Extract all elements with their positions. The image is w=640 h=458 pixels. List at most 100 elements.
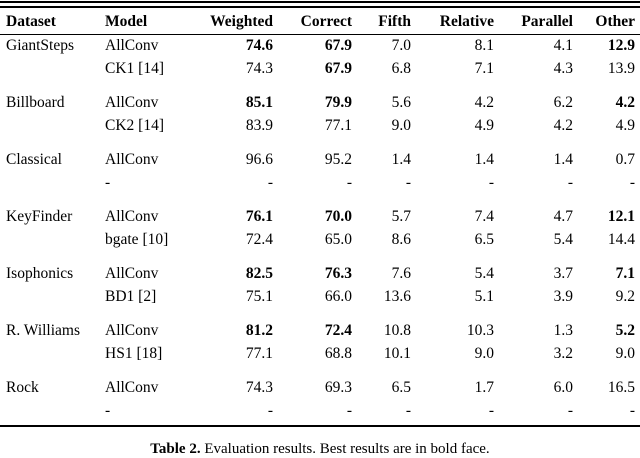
- cell-model: -: [105, 402, 111, 420]
- cell-model: AllConv: [105, 379, 159, 397]
- table-header: Dataset Model Weighted Correct Fifth Rel…: [0, 7, 640, 35]
- cell-dataset: [0, 115, 105, 138]
- cell-value: 5.7: [391, 208, 411, 226]
- cell-value: -: [346, 402, 352, 420]
- cell-value: 5.4: [474, 265, 494, 283]
- cell-value: 1.3: [553, 322, 573, 340]
- table-body: GiantSteps AllConv 74.6 67.9 7.0 8.1 4.1 12.9 CK…: [0, 34, 640, 423]
- table-row: HS1 [18] 77.1 68.8 10.1 9.0 3.2 9.0: [0, 343, 640, 366]
- cell-value: -: [267, 174, 273, 192]
- cell-value: -: [567, 174, 573, 192]
- cell-value: 4.9: [474, 117, 494, 135]
- cell-dataset: [0, 172, 105, 195]
- cell-value: 3.2: [553, 345, 573, 363]
- cell-dataset: [0, 343, 105, 366]
- cell-value: 4.7: [553, 208, 573, 226]
- cell-model: AllConv: [105, 208, 159, 226]
- cell-value: 3.7: [553, 265, 573, 283]
- cell-value: 4.1: [553, 37, 573, 55]
- cell-value: 67.9: [324, 60, 352, 78]
- cell-value: 75.1: [245, 288, 273, 306]
- cell-value: 10.1: [383, 345, 411, 363]
- cell-value: 1.4: [553, 151, 573, 169]
- cell-value: 85.1: [245, 94, 273, 112]
- cell-value: 69.3: [324, 379, 352, 397]
- cell-value: 7.4: [474, 208, 494, 226]
- cell-value: 10.8: [383, 322, 411, 340]
- cell-value: 3.9: [553, 288, 573, 306]
- cell-value: 72.4: [245, 231, 273, 249]
- cell-value: 76.1: [245, 208, 273, 226]
- cell-value: 6.8: [391, 60, 411, 78]
- cell-model: CK1 [14]: [105, 60, 164, 78]
- cell-value: 7.6: [391, 265, 411, 283]
- cell-model: AllConv: [105, 37, 159, 55]
- column-header-other: Other: [573, 7, 640, 35]
- cell-value: 12.1: [607, 208, 635, 226]
- table-caption-text: Evaluation results. Best results are in …: [204, 441, 490, 457]
- cell-value: 74.3: [245, 60, 273, 78]
- cell-dataset: R. Williams: [6, 322, 81, 340]
- table-bottom-rule: [0, 424, 640, 427]
- cell-value: 5.4: [553, 231, 573, 249]
- cell-dataset: [0, 229, 105, 252]
- cell-value: 66.0: [324, 288, 352, 306]
- cell-dataset: Rock: [6, 379, 39, 397]
- evaluation-results-table: Dataset Model Weighted Correct Fifth Rel…: [0, 7, 640, 423]
- cell-dataset: Classical: [6, 151, 62, 169]
- cell-value: 77.1: [324, 117, 352, 135]
- table-row: CK2 [14] 83.9 77.1 9.0 4.9 4.2 4.9: [0, 115, 640, 138]
- cell-value: 4.2: [474, 94, 494, 112]
- table-row: Billboard AllConv 85.1 79.9 5.6 4.2 6.2 4.2: [0, 81, 640, 115]
- cell-dataset: Isophonics: [6, 265, 74, 283]
- cell-dataset: Billboard: [6, 94, 65, 112]
- cell-value: 4.3: [553, 60, 573, 78]
- cell-value: -: [488, 402, 494, 420]
- column-header-dataset: Dataset: [0, 7, 105, 35]
- cell-value: -: [267, 402, 273, 420]
- table-row: BD1 [2] 75.1 66.0 13.6 5.1 3.9 9.2: [0, 286, 640, 309]
- cell-value: 76.3: [324, 265, 352, 283]
- cell-value: 82.5: [245, 265, 273, 283]
- cell-value: 68.8: [324, 345, 352, 363]
- cell-value: 13.9: [607, 60, 635, 78]
- table-caption-label: Table 2.: [150, 441, 201, 457]
- cell-value: 9.0: [391, 117, 411, 135]
- cell-model: HS1 [18]: [105, 345, 163, 363]
- cell-model: AllConv: [105, 322, 159, 340]
- cell-value: 9.0: [474, 345, 494, 363]
- cell-value: 13.6: [383, 288, 411, 306]
- cell-value: -: [567, 402, 573, 420]
- cell-dataset: [0, 286, 105, 309]
- cell-value: 7.1: [615, 265, 635, 283]
- cell-value: -: [346, 174, 352, 192]
- cell-value: 14.4: [607, 231, 635, 249]
- cell-value: -: [629, 174, 635, 192]
- table-row: GiantSteps AllConv 74.6 67.9 7.0 8.1 4.1 12.9: [0, 34, 640, 58]
- cell-value: 95.2: [324, 151, 352, 169]
- cell-value: 5.6: [391, 94, 411, 112]
- cell-value: 8.6: [391, 231, 411, 249]
- column-header-weighted: Weighted: [200, 7, 273, 35]
- cell-value: 9.0: [615, 345, 635, 363]
- table-caption: Table 2. Evaluation results. Best result…: [0, 441, 640, 458]
- cell-value: 8.1: [474, 37, 494, 55]
- cell-model: AllConv: [105, 94, 159, 112]
- cell-value: 1.4: [391, 151, 411, 169]
- cell-value: 70.0: [324, 208, 352, 226]
- table-top-rule-inner: [0, 6, 640, 8]
- cell-model: BD1 [2]: [105, 288, 157, 306]
- cell-value: 12.9: [607, 37, 635, 55]
- cell-value: 67.9: [324, 37, 352, 55]
- cell-value: 9.2: [615, 288, 635, 306]
- cell-dataset: [0, 400, 105, 423]
- cell-dataset: [0, 58, 105, 81]
- cell-value: 7.1: [474, 60, 494, 78]
- cell-value: 77.1: [245, 345, 273, 363]
- cell-dataset: GiantSteps: [6, 37, 75, 55]
- cell-value: -: [405, 174, 411, 192]
- table-row: bgate [10] 72.4 65.0 8.6 6.5 5.4 14.4: [0, 229, 640, 252]
- table-row: Isophonics AllConv 82.5 76.3 7.6 5.4 3.7 7.1: [0, 252, 640, 286]
- table-row: Rock AllConv 74.3 69.3 6.5 1.7 6.0 16.5: [0, 366, 640, 400]
- cell-value: 4.2: [553, 117, 573, 135]
